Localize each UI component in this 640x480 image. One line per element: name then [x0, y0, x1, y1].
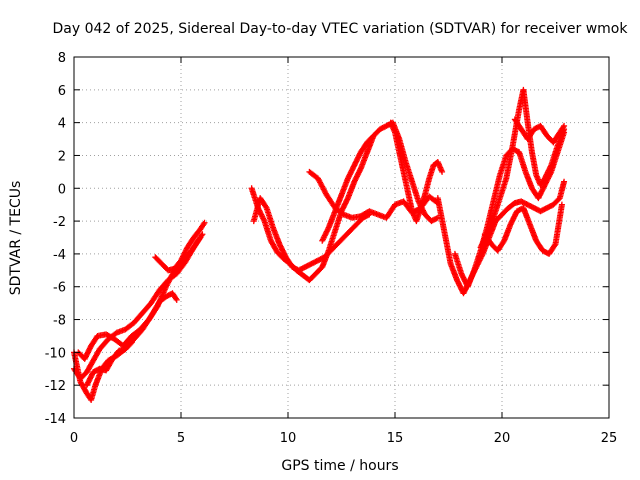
data-point [199, 231, 206, 238]
y-tick-label: -6 [53, 281, 66, 296]
series-seg-e [152, 219, 208, 274]
series-seg-d [83, 339, 135, 389]
x-tick-label: 25 [601, 431, 618, 446]
chart-title: Day 042 of 2025, Sidereal Day-to-day VTE… [53, 21, 629, 37]
series-seg-o [511, 116, 568, 146]
data-point [196, 235, 203, 242]
data-point [172, 295, 179, 302]
data-marks [71, 86, 568, 403]
series-seg-c [75, 234, 204, 362]
data-point [128, 339, 135, 346]
data-point [201, 219, 208, 226]
y-tick-label: -10 [45, 346, 66, 361]
axis-ticks [73, 56, 610, 419]
data-point [558, 201, 565, 208]
data-point [173, 296, 180, 303]
y-tick-label: -8 [53, 314, 66, 329]
y-tick-label: -12 [45, 379, 66, 394]
y-tick-label: -4 [53, 248, 66, 263]
plot-frame [73, 56, 610, 419]
data-point [200, 221, 207, 228]
y-tick-label: -2 [53, 215, 66, 230]
data-point [439, 168, 446, 175]
series-seg-g [250, 195, 373, 274]
data-point [262, 203, 269, 210]
x-tick-label: 15 [387, 431, 404, 446]
x-tick-labels: 0 5 10 15 20 25 [70, 431, 617, 446]
series-seg-b [71, 231, 206, 382]
y-tick-label: 6 [58, 84, 66, 99]
data-point [551, 242, 558, 249]
data-point [197, 234, 204, 241]
data-point [561, 178, 568, 185]
y-tick-label: 2 [58, 149, 66, 164]
data-point [561, 122, 568, 129]
y-tick-labels: -14 -12 -10 -8 -6 -4 -2 0 2 4 6 8 [45, 51, 66, 427]
y-tick-label: 0 [58, 182, 66, 197]
x-tick-label: 10 [280, 431, 297, 446]
series-seg-h [306, 168, 441, 221]
x-axis-label: GPS time / hours [281, 458, 398, 474]
y-tick-label: 8 [58, 51, 66, 66]
series-seg-m [477, 86, 568, 251]
x-tick-label: 0 [70, 431, 78, 446]
y-tick-label: 4 [58, 117, 66, 132]
data-point [433, 215, 440, 222]
y-tick-label: -14 [45, 412, 66, 427]
y-axis-label: SDTVAR / TECUs [8, 181, 24, 296]
x-tick-label: 20 [494, 431, 511, 446]
data-point [560, 124, 567, 131]
x-tick-label: 5 [177, 431, 185, 446]
series-seg-j [387, 119, 446, 225]
data-point [127, 340, 134, 347]
series-seg-n [481, 201, 565, 257]
